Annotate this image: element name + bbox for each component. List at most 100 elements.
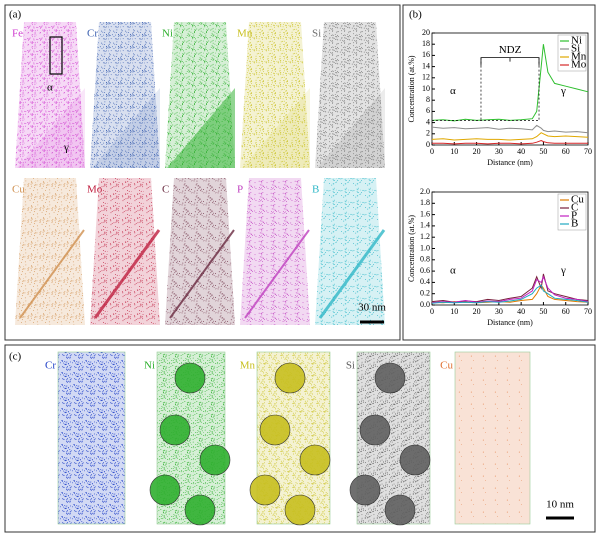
- x-tick-label: 30: [495, 307, 503, 316]
- y-tick-label: 1.4: [420, 221, 430, 230]
- element-label: C: [162, 184, 169, 196]
- y-axis-label: Concentration (at.%): [407, 215, 416, 282]
- interface-line: [244, 229, 310, 319]
- y-tick-label: 0.8: [420, 255, 430, 264]
- x-tick-label: 50: [539, 147, 547, 156]
- interface-region: [167, 88, 235, 168]
- panel-a-frame: [4, 4, 401, 341]
- series-line: [432, 139, 588, 145]
- y-tick-label: 0.6: [420, 266, 430, 275]
- tip-atoms: [15, 22, 85, 168]
- precipitate: [299, 444, 331, 476]
- x-tick-label: 60: [562, 307, 570, 316]
- element-label: Ni: [144, 360, 155, 372]
- tip-atoms: [240, 22, 310, 168]
- element-label: B: [312, 184, 319, 196]
- precipitate: [399, 444, 431, 476]
- interface-region: [317, 88, 385, 168]
- element-label: Fe: [12, 28, 23, 40]
- legend-label: Cu: [571, 194, 584, 206]
- tip-atoms: [315, 22, 385, 168]
- panel-label: (b): [409, 9, 422, 21]
- panel-label: (c): [9, 351, 22, 363]
- y-tick-label: 0.4: [420, 277, 430, 286]
- interface-region: [17, 88, 85, 168]
- legend-label: Si: [571, 43, 580, 55]
- y-tick-label: 1.0: [420, 243, 430, 252]
- phase-label: γ: [63, 142, 69, 154]
- interface-line: [318, 229, 386, 319]
- tip-atoms: [90, 178, 160, 325]
- y-tick-label: 1.2: [420, 232, 430, 241]
- series-line: [431, 284, 589, 304]
- y-tick-label: 12: [422, 73, 430, 82]
- precipitate: [284, 494, 316, 526]
- y-tick-label: 1.6: [420, 209, 430, 218]
- precipitate: [249, 474, 281, 506]
- element-label: Ni: [162, 28, 173, 40]
- interface-line: [169, 229, 235, 319]
- x-tick-label: 0: [430, 307, 434, 316]
- precipitate: [199, 444, 231, 476]
- ndz-label: NDZ: [499, 44, 522, 56]
- y-tick-label: 0: [426, 140, 430, 149]
- panel-c-frame: [4, 344, 596, 533]
- element-label: Cu: [12, 184, 25, 196]
- y-tick-label: 1.8: [420, 198, 430, 207]
- legend-label: C: [571, 202, 578, 214]
- y-tick-label: 14: [422, 61, 430, 70]
- ndz-bracket: [480, 57, 540, 66]
- y-tick-label: 6: [426, 106, 430, 115]
- box-atoms: [57, 351, 126, 525]
- precipitate: [174, 362, 206, 394]
- x-tick-label: 0: [430, 147, 434, 156]
- x-tick-label: 70: [584, 147, 592, 156]
- element-label: P: [237, 184, 243, 196]
- x-tick-label: 40: [517, 307, 525, 316]
- y-tick-label: 0.2: [420, 289, 430, 298]
- x-tick-label: 10: [450, 307, 458, 316]
- tip-atoms: [240, 178, 310, 325]
- precipitate: [274, 362, 306, 394]
- element-label: Mo: [87, 184, 103, 196]
- precipitate: [184, 494, 216, 526]
- y-tick-label: 2: [426, 129, 430, 138]
- interface-line: [19, 229, 85, 319]
- interface-line: [93, 229, 161, 319]
- y-tick-label: 0.0: [420, 300, 430, 309]
- tip-atoms: [15, 178, 85, 325]
- x-tick-label: 20: [473, 307, 481, 316]
- precipitate: [259, 414, 291, 446]
- precipitate: [349, 474, 381, 506]
- x-tick-label: 50: [539, 307, 547, 316]
- legend-label: P: [571, 210, 577, 222]
- y-tick-label: 16: [422, 50, 430, 59]
- legend-label: B: [571, 218, 578, 230]
- phase-annotation: α: [450, 85, 456, 97]
- y-tick-label: 20: [422, 28, 430, 37]
- element-label: Cu: [440, 360, 453, 372]
- x-tick-label: 20: [473, 147, 481, 156]
- y-tick-label: 18: [422, 39, 430, 48]
- scale-bar-label: 10 nm: [546, 499, 574, 511]
- x-axis-label: Distance (nm): [487, 158, 533, 167]
- precipitate: [384, 494, 416, 526]
- element-label: Mn: [237, 28, 253, 40]
- roi-box: [49, 36, 63, 75]
- element-label: Si: [312, 28, 321, 40]
- precipitate: [359, 414, 391, 446]
- x-tick-label: 30: [495, 147, 503, 156]
- y-axis-label: Concentration (at.%): [407, 55, 416, 122]
- legend-label: Mn: [571, 51, 587, 63]
- element-label: Cr: [45, 360, 56, 372]
- series-line: [431, 132, 589, 141]
- legend-label: Ni: [571, 35, 582, 47]
- phase-annotation: γ: [560, 265, 566, 277]
- y-tick-label: 8: [426, 95, 430, 104]
- y-tick-label: 4: [426, 117, 430, 126]
- x-tick-label: 10: [450, 147, 458, 156]
- tip-atoms: [165, 178, 235, 325]
- element-label: Cr: [87, 28, 98, 40]
- box-atoms: [454, 351, 531, 525]
